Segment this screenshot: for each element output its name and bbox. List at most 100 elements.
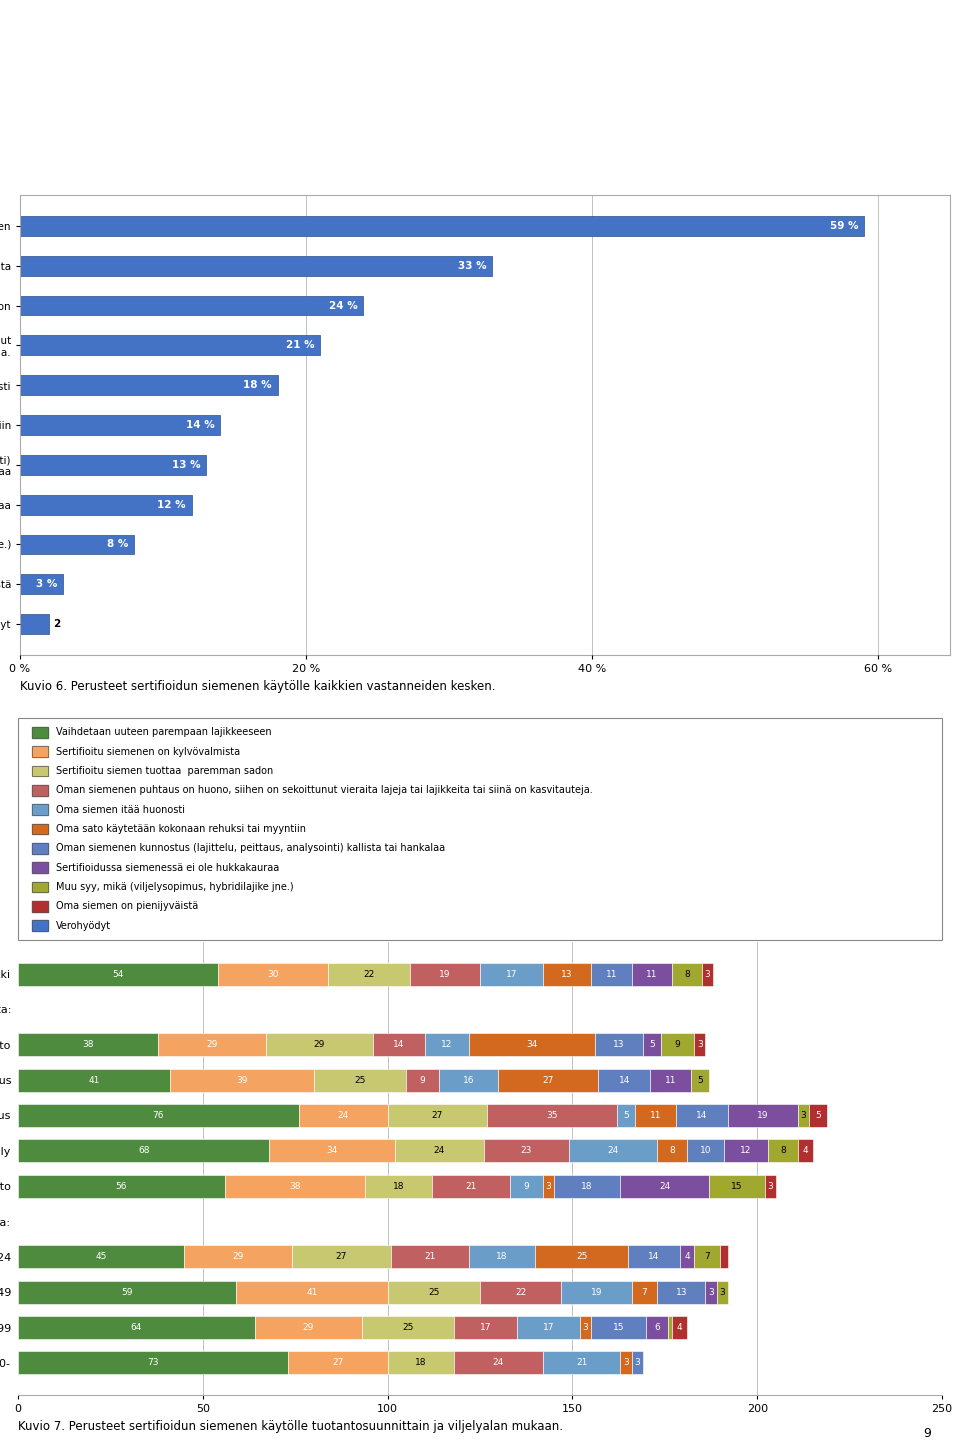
- Bar: [392, 1245, 468, 1269]
- Bar: [620, 1174, 709, 1197]
- Text: 16: 16: [463, 1075, 474, 1084]
- Bar: [590, 1317, 646, 1339]
- Bar: [432, 1174, 510, 1197]
- Text: Oman siemenen puhtaus on huono, siihen on sekoittunut vieraita lajeja tai lajikk: Oman siemenen puhtaus on huono, siihen o…: [56, 786, 592, 796]
- Bar: [616, 1104, 636, 1128]
- Bar: [694, 1033, 706, 1056]
- Bar: [642, 1033, 661, 1056]
- Bar: [32, 842, 49, 854]
- Text: 22: 22: [515, 1288, 526, 1296]
- Text: 8: 8: [669, 1147, 675, 1155]
- Text: 3: 3: [767, 1181, 773, 1190]
- Bar: [424, 1033, 468, 1056]
- Text: 27: 27: [432, 1112, 444, 1120]
- Bar: [18, 1139, 270, 1163]
- Text: 3: 3: [705, 969, 710, 979]
- Bar: [366, 1174, 432, 1197]
- Text: 24: 24: [608, 1147, 618, 1155]
- Text: 6: 6: [655, 1323, 660, 1333]
- Bar: [598, 1068, 650, 1091]
- Bar: [687, 1139, 724, 1163]
- Text: 19: 19: [757, 1112, 769, 1120]
- Text: 21: 21: [576, 1359, 588, 1368]
- Bar: [20, 336, 321, 355]
- Text: 45: 45: [95, 1253, 107, 1261]
- Text: 29: 29: [302, 1323, 314, 1333]
- Bar: [20, 534, 134, 554]
- Text: 13: 13: [561, 969, 572, 979]
- Text: 3: 3: [697, 1040, 703, 1049]
- Bar: [18, 1174, 225, 1197]
- Text: 18: 18: [415, 1359, 426, 1368]
- Bar: [620, 1352, 632, 1375]
- Bar: [288, 1352, 388, 1375]
- Bar: [454, 1352, 542, 1375]
- Text: 27: 27: [542, 1075, 554, 1084]
- Bar: [680, 1245, 694, 1269]
- Bar: [388, 1352, 454, 1375]
- Bar: [554, 1174, 620, 1197]
- Text: 12 %: 12 %: [157, 499, 186, 509]
- Text: 7: 7: [641, 1288, 647, 1296]
- Text: Vaihdetaan uuteen parempaan lajikkeeseen: Vaihdetaan uuteen parempaan lajikkeeseen: [56, 728, 272, 738]
- Text: 13: 13: [676, 1288, 687, 1296]
- Bar: [20, 375, 277, 396]
- Text: 8: 8: [780, 1147, 786, 1155]
- Bar: [661, 1033, 694, 1056]
- Text: 41: 41: [88, 1075, 100, 1084]
- Bar: [299, 1104, 388, 1128]
- Bar: [32, 728, 49, 738]
- Text: 5: 5: [697, 1075, 703, 1084]
- Text: 27: 27: [336, 1253, 348, 1261]
- Bar: [18, 1245, 184, 1269]
- Bar: [668, 1317, 672, 1339]
- Bar: [388, 1104, 488, 1128]
- Bar: [225, 1174, 366, 1197]
- Text: 8 %: 8 %: [108, 540, 129, 550]
- Bar: [32, 786, 49, 796]
- Text: 12: 12: [441, 1040, 452, 1049]
- Bar: [468, 1245, 536, 1269]
- Bar: [32, 901, 49, 911]
- Bar: [388, 1280, 480, 1304]
- Text: 68: 68: [138, 1147, 150, 1155]
- Text: 4: 4: [677, 1323, 683, 1333]
- Text: 14: 14: [696, 1112, 708, 1120]
- Bar: [768, 1139, 798, 1163]
- Text: 3: 3: [801, 1112, 806, 1120]
- Text: 33 %: 33 %: [458, 260, 487, 271]
- Bar: [218, 963, 328, 985]
- Bar: [362, 1317, 454, 1339]
- Text: 29: 29: [314, 1040, 324, 1049]
- Bar: [18, 963, 218, 985]
- Text: 18: 18: [393, 1181, 404, 1190]
- Text: 39: 39: [236, 1075, 248, 1084]
- Text: 3 %: 3 %: [36, 579, 58, 589]
- Text: 24: 24: [492, 1359, 504, 1368]
- Text: 11: 11: [646, 969, 658, 979]
- Text: 25: 25: [576, 1253, 588, 1261]
- Text: 9: 9: [675, 1040, 681, 1049]
- Text: 64: 64: [131, 1323, 142, 1333]
- Bar: [20, 495, 192, 515]
- Text: 35: 35: [546, 1112, 558, 1120]
- Bar: [32, 863, 49, 873]
- Text: 14: 14: [648, 1253, 660, 1261]
- Bar: [716, 1280, 728, 1304]
- Text: 59: 59: [121, 1288, 132, 1296]
- Bar: [32, 805, 49, 815]
- Text: 3: 3: [708, 1288, 714, 1296]
- Text: 38: 38: [83, 1040, 94, 1049]
- Bar: [18, 1104, 299, 1128]
- Bar: [798, 1139, 812, 1163]
- Text: 25: 25: [354, 1075, 366, 1084]
- Bar: [454, 1317, 516, 1339]
- Text: 29: 29: [206, 1040, 218, 1049]
- Bar: [728, 1104, 798, 1128]
- Bar: [158, 1033, 266, 1056]
- Bar: [702, 963, 713, 985]
- Text: 15: 15: [612, 1323, 624, 1333]
- Bar: [32, 863, 49, 873]
- Text: 8: 8: [684, 969, 690, 979]
- Bar: [706, 1280, 716, 1304]
